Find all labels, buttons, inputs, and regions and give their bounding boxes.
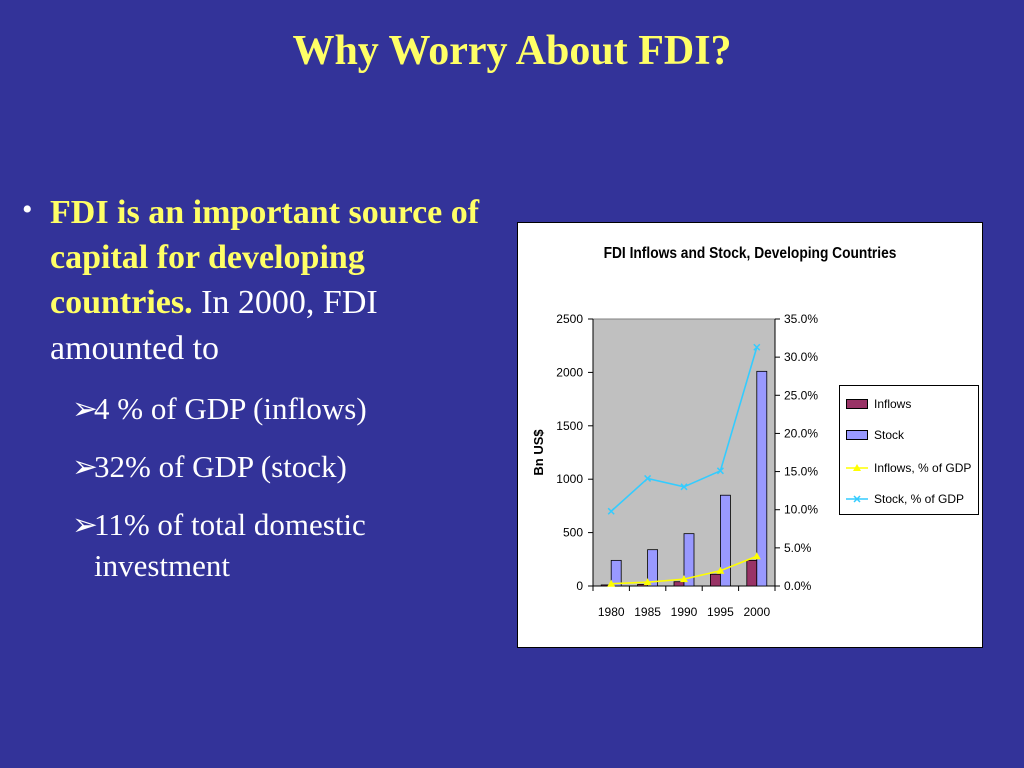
chart-panel: FDI Inflows and Stock, Developing Countr… bbox=[517, 222, 983, 648]
y-tick-label-left: 1500 bbox=[556, 419, 583, 433]
sub-bullet-text: 11% of total domestic bbox=[94, 507, 366, 543]
bar-stock bbox=[647, 549, 659, 587]
arrow-bullet-icon: ➢ bbox=[72, 449, 98, 485]
point-marker-triangle bbox=[643, 578, 652, 586]
y-tick-label-right: 5.0% bbox=[784, 541, 812, 555]
y-tick-label-right: 0.0% bbox=[784, 579, 812, 593]
bar-inflows bbox=[709, 573, 721, 587]
point-marker-triangle bbox=[716, 566, 725, 574]
bar-stock bbox=[719, 494, 731, 587]
bar-stock bbox=[610, 559, 622, 587]
y-tick-label-left: 2000 bbox=[556, 365, 583, 379]
x-tick-label: 1985 bbox=[634, 605, 661, 619]
sub-bullet-continuation: investment bbox=[94, 547, 231, 583]
chart-title: FDI Inflows and Stock, Developing Countr… bbox=[603, 245, 897, 262]
x-tick-label: 1980 bbox=[598, 605, 625, 619]
bullet-strong-text: FDI is an important source of capital fo… bbox=[50, 194, 480, 322]
arrow-bullet-icon: ➢ bbox=[72, 390, 98, 426]
y-tick-label-right: 15.0% bbox=[784, 465, 818, 479]
legend-label: Inflows bbox=[874, 397, 912, 411]
point-marker-triangle bbox=[680, 575, 688, 583]
legend-label: Stock bbox=[874, 428, 905, 442]
point-marker-cross bbox=[716, 467, 724, 475]
point-marker-cross bbox=[680, 483, 688, 491]
bar-stock bbox=[756, 370, 768, 587]
sub-bullet-list: ➢ 4 % of GDP (inflows) ➢ 32% of GDP (sto… bbox=[22, 389, 502, 586]
chart-legend: Inflows Stock Inflows, % of GDP Stock, %… bbox=[839, 385, 979, 515]
slide-title: Why Worry About FDI? bbox=[292, 28, 732, 74]
legend-swatch-inflows bbox=[846, 399, 868, 409]
x-tick-label: 1995 bbox=[707, 605, 734, 619]
point-marker-cross bbox=[607, 507, 615, 515]
point-marker-triangle bbox=[607, 579, 616, 587]
point-marker-cross bbox=[753, 343, 761, 351]
y-axis-label: Bn US$ bbox=[531, 429, 546, 476]
y-tick-label-left: 1000 bbox=[556, 472, 583, 486]
bar-stock bbox=[683, 533, 695, 587]
bullet-list: • FDI is an important source of capital … bbox=[22, 190, 502, 604]
y-tick-label-right: 35.0% bbox=[784, 312, 818, 326]
y-tick-label-right: 10.0% bbox=[784, 503, 818, 517]
legend-item-inflows: Inflows bbox=[846, 396, 911, 412]
sub-bullet: ➢ 4 % of GDP (inflows) bbox=[72, 389, 502, 429]
x-tick-label: 2000 bbox=[743, 605, 770, 619]
bar-inflows bbox=[673, 581, 685, 587]
legend-item-stock: Stock bbox=[846, 427, 904, 443]
bullet-normal-text: In 2000, FDI amounted to bbox=[50, 284, 378, 367]
x-tick-label: 1990 bbox=[671, 605, 698, 619]
legend-item-inflows-pct: Inflows, % of GDP bbox=[846, 460, 971, 476]
y-tick-label-left: 0 bbox=[576, 579, 583, 593]
bullet-dot: • bbox=[22, 193, 33, 226]
sub-bullet-text: 4 % of GDP (inflows) bbox=[94, 390, 367, 426]
legend-swatch-stock bbox=[846, 430, 868, 440]
y-tick-label-right: 20.0% bbox=[784, 426, 818, 440]
y-tick-label-left: 500 bbox=[563, 526, 583, 540]
sub-bullet: ➢ 11% of total domestic investment bbox=[72, 505, 502, 586]
y-tick-label-left: 2500 bbox=[556, 312, 583, 326]
bar-inflows bbox=[746, 559, 758, 587]
chart-svg: 0 500 1000 1500 2000 2500 0.0% 5.0% 10.0% 15.0% 20… bbox=[531, 312, 818, 619]
point-marker-triangle bbox=[752, 552, 761, 560]
sub-bullet-text: 32% of GDP (stock) bbox=[94, 449, 347, 485]
legend-label: Inflows, % of GDP bbox=[874, 461, 972, 475]
legend-label: Stock, % of GDP bbox=[874, 492, 965, 506]
point-marker-cross bbox=[644, 474, 652, 482]
main-bullet: • FDI is an important source of capital … bbox=[22, 190, 502, 371]
sub-bullet: ➢ 32% of GDP (stock) bbox=[72, 447, 502, 487]
y-tick-label-right: 30.0% bbox=[784, 350, 818, 364]
arrow-bullet-icon: ➢ bbox=[72, 507, 98, 543]
y-tick-label-right: 25.0% bbox=[784, 388, 818, 402]
legend-marker-triangle-icon bbox=[846, 464, 868, 471]
legend-item-stock-pct: Stock, % of GDP bbox=[846, 491, 964, 507]
legend-marker-cross-icon bbox=[846, 495, 868, 503]
